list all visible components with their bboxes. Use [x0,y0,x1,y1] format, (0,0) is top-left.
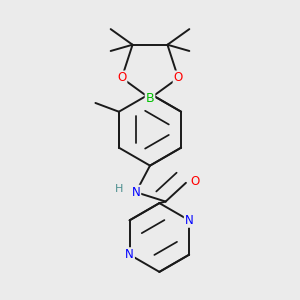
Text: O: O [191,175,200,188]
Text: N: N [125,248,134,261]
Text: H: H [115,184,123,194]
Text: N: N [132,186,140,199]
Text: B: B [146,92,154,105]
Text: N: N [185,214,194,227]
Text: O: O [174,71,183,84]
Text: O: O [117,71,126,84]
